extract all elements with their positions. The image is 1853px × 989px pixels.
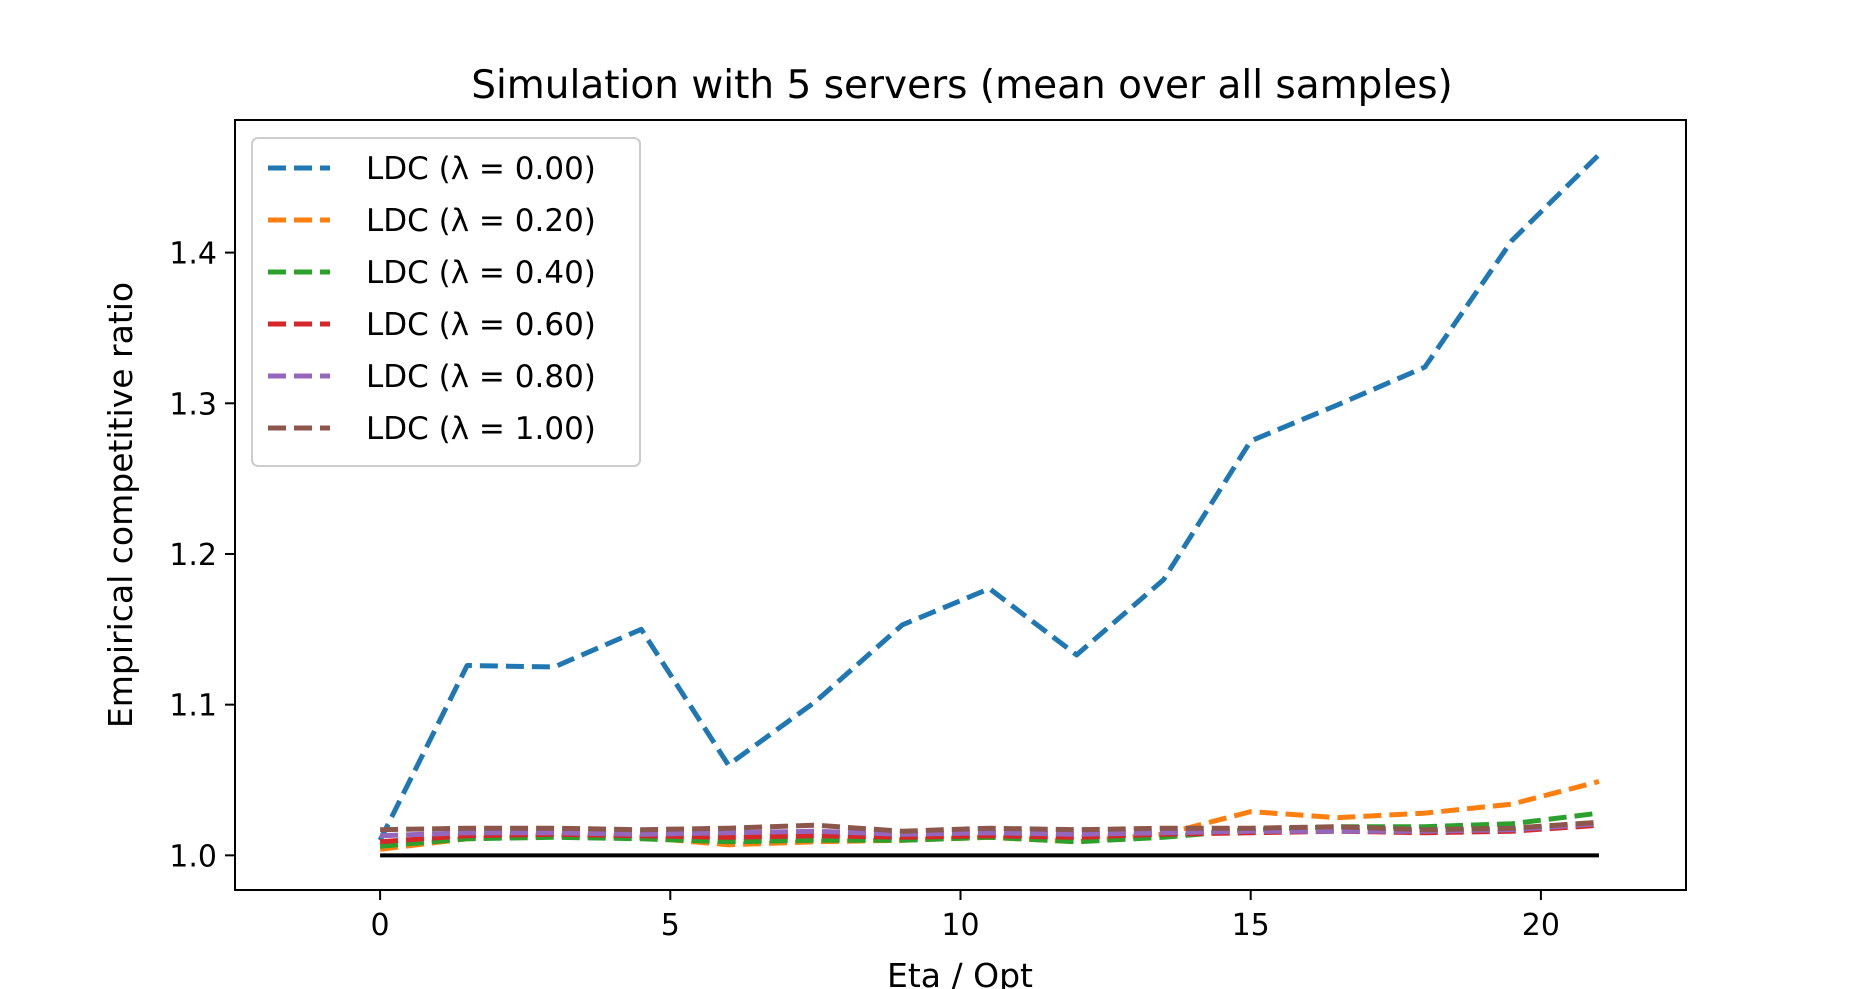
y-tick-label: 1.0	[169, 839, 217, 874]
x-axis: 0 5 10 15 20	[371, 890, 1560, 943]
series-line-4	[380, 821, 1600, 839]
legend-label-5: LDC (λ = 1.00)	[366, 411, 596, 447]
series-line-5	[380, 819, 1600, 834]
legend-label-1: LDC (λ = 0.20)	[366, 203, 596, 239]
legend-label-0: LDC (λ = 0.00)	[366, 151, 596, 187]
y-axis: 1.0 1.1 1.2 1.3 1.4	[169, 237, 235, 874]
legend-label-2: LDC (λ = 0.40)	[366, 255, 596, 291]
x-tick-label: 0	[371, 908, 390, 943]
x-axis-label: Eta / Opt	[887, 956, 1033, 989]
legend-label-4: LDC (λ = 0.80)	[366, 359, 596, 395]
x-tick-label: 15	[1232, 908, 1270, 943]
legend: LDC (λ = 0.00) LDC (λ = 0.20) LDC (λ = 0.4…	[251, 137, 641, 467]
series-line-0	[377, 152, 1601, 842]
x-tick-label: 5	[661, 908, 680, 943]
y-tick-label: 1.4	[169, 237, 217, 272]
y-tick-label: 1.1	[169, 689, 217, 724]
y-axis-label: Empirical competitive ratio	[101, 282, 140, 728]
chart-title: Simulation with 5 servers (mean over all…	[471, 63, 1453, 108]
legend-box	[251, 137, 641, 467]
x-tick-label: 10	[941, 908, 979, 943]
legend-label-3: LDC (λ = 0.60)	[366, 307, 596, 343]
y-tick-label: 1.3	[169, 387, 217, 422]
x-tick-label: 20	[1522, 908, 1560, 943]
series-layer	[377, 152, 1601, 858]
y-tick-label: 1.2	[169, 538, 217, 573]
